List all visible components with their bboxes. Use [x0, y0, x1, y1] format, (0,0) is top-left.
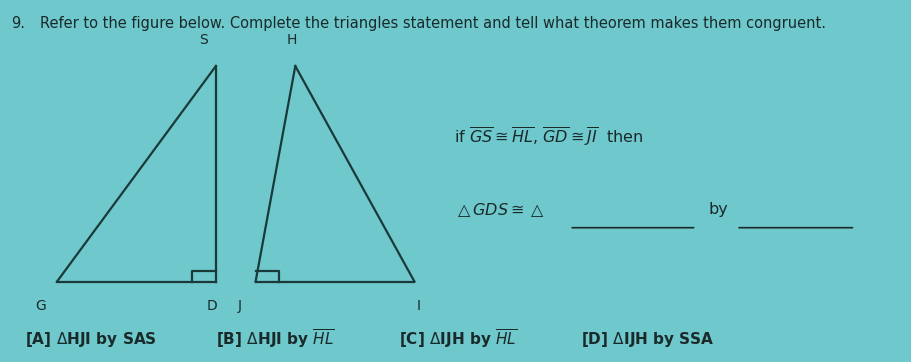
Text: [A] $\Delta$HJI by SAS: [A] $\Delta$HJI by SAS [26, 329, 157, 349]
Text: [D] $\Delta$IJH by SSA: [D] $\Delta$IJH by SSA [581, 329, 715, 349]
Text: Refer to the figure below. Complete the triangles statement and tell what theore: Refer to the figure below. Complete the … [39, 16, 825, 31]
Text: [C] $\Delta$IJH by $\overline{HL}$: [C] $\Delta$IJH by $\overline{HL}$ [399, 328, 517, 350]
Text: $\triangle GDS \cong \triangle$: $\triangle GDS \cong \triangle$ [455, 201, 545, 219]
Text: S: S [200, 34, 209, 47]
Text: J: J [238, 299, 241, 313]
Text: D: D [207, 299, 217, 313]
Text: if $\overline{GS} \cong \overline{HL}$, $\overline{GD} \cong \overline{JI}$  the: if $\overline{GS} \cong \overline{HL}$, … [455, 126, 644, 150]
Text: H: H [286, 34, 296, 47]
Text: [B] $\Delta$HJI by $\overline{HL}$: [B] $\Delta$HJI by $\overline{HL}$ [216, 328, 334, 350]
Text: G: G [36, 299, 46, 313]
Text: I: I [416, 299, 421, 313]
Text: 9.: 9. [11, 16, 25, 31]
Text: by: by [709, 202, 728, 217]
